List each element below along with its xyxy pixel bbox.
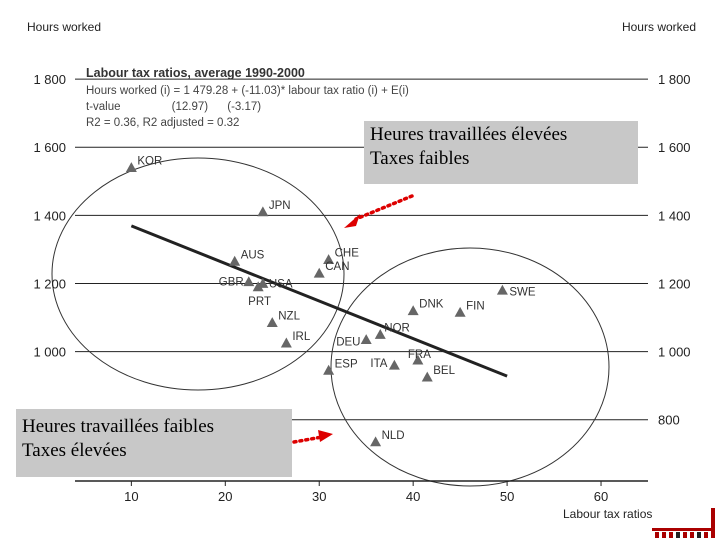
y-tick-left-1400: 1 400 xyxy=(33,208,66,223)
point-fin xyxy=(454,306,466,317)
y-tick-right-1800: 1 800 xyxy=(658,72,691,87)
point-che xyxy=(323,254,335,264)
point-bel xyxy=(421,371,433,382)
y-tick-right-1200: 1 200 xyxy=(658,276,691,291)
point-nor xyxy=(374,329,386,339)
r-squared: R2 = 0.36, R2 adjusted = 0.32 xyxy=(86,117,239,129)
point-label-nzl: NZL xyxy=(278,311,300,323)
point-label-fra: FRA xyxy=(408,349,431,361)
point-label-gbr: GBR xyxy=(219,277,244,289)
y-axis-title-left: Hours worked xyxy=(27,20,101,34)
point-nzl xyxy=(266,317,278,328)
point-dnk xyxy=(407,305,419,316)
callout-high-hours: Heures travaillées élevées Taxes faibles xyxy=(364,121,638,184)
point-aus xyxy=(229,255,241,266)
stats-box: Labour tax ratios, average 1990-2000 Hou… xyxy=(86,66,409,129)
point-irl xyxy=(280,337,292,348)
grid-lines xyxy=(75,78,648,421)
regression-line-path xyxy=(130,224,508,378)
y-tick-left-1600: 1 600 xyxy=(33,140,66,155)
y-tick-left-1000: 1 000 xyxy=(33,345,66,360)
point-deu xyxy=(360,334,372,345)
x-tick-label-30: 30 xyxy=(312,489,326,504)
point-esp xyxy=(323,364,335,375)
point-label-kor: KOR xyxy=(137,156,162,168)
arrow-low-shaft xyxy=(292,435,324,444)
arrow-high-shaft xyxy=(354,194,414,221)
high-hours-ellipse xyxy=(51,157,345,391)
y-tick-right-800: 800 xyxy=(658,413,680,428)
callout-low-line1: Heures travaillées faibles xyxy=(22,416,215,437)
point-label-can: CAN xyxy=(325,261,349,273)
point-label-irl: IRL xyxy=(292,331,311,343)
point-label-nld: NLD xyxy=(382,430,405,442)
point-jpn xyxy=(257,206,269,217)
y-tick-left-1800: 1 800 xyxy=(33,72,66,87)
annotation-ellipses xyxy=(51,157,610,487)
point-label-nor: NOR xyxy=(384,323,410,335)
point-kor xyxy=(125,162,137,173)
corner-logo xyxy=(652,508,715,538)
low-hours-ellipse xyxy=(330,247,610,487)
y-tick-right-1600: 1 600 xyxy=(658,140,691,155)
point-swe xyxy=(496,284,508,295)
point-label-swe: SWE xyxy=(509,286,536,298)
t-values: t-value (12.97) (-3.17) xyxy=(86,101,261,113)
point-label-jpn: JPN xyxy=(269,200,291,212)
point-label-prt: PRT xyxy=(248,296,271,308)
regression-line xyxy=(130,224,508,378)
point-label-che: CHE xyxy=(335,248,360,260)
callout-low-line2: Taxes élevées xyxy=(22,440,127,461)
point-can xyxy=(313,267,325,278)
arrow-low-head xyxy=(318,430,333,442)
point-label-bel: BEL xyxy=(433,365,455,377)
y-axis-title-right: Hours worked xyxy=(622,20,696,34)
x-axis-title: Labour tax ratios xyxy=(563,507,652,521)
callout-low-hours: Heures travaillées faibles Taxes élevées xyxy=(16,409,292,477)
point-label-fin: FIN xyxy=(466,300,485,312)
point-nld xyxy=(370,436,382,447)
point-fra xyxy=(412,354,424,365)
x-tick-label-20: 20 xyxy=(218,489,232,504)
point-label-aus: AUS xyxy=(241,249,265,261)
chart-title: Labour tax ratios, average 1990-2000 xyxy=(86,66,305,80)
point-label-dnk: DNK xyxy=(419,299,444,311)
x-tick-label-60: 60 xyxy=(594,489,608,504)
regression-equation: Hours worked (i) = 1 479.28 + (-11.03)* … xyxy=(86,85,409,97)
callout-high-line2: Taxes faibles xyxy=(370,148,470,169)
point-label-deu: DEU xyxy=(336,337,360,349)
point-label-esp: ESP xyxy=(335,358,358,370)
callout-arrows xyxy=(292,194,414,444)
callout-high-line1: Heures travaillées élevées xyxy=(370,124,568,145)
point-prt xyxy=(252,281,264,292)
arrow-high-head xyxy=(344,214,360,228)
y-tick-left-1200: 1 200 xyxy=(33,276,66,291)
y-tick-right-1000: 1 000 xyxy=(658,345,691,360)
point-label-ita: ITA xyxy=(370,358,387,370)
y-tick-right-1400: 1 400 xyxy=(658,208,691,223)
point-gbr xyxy=(243,276,255,287)
point-ita xyxy=(388,359,400,370)
x-tick-label-50: 50 xyxy=(500,489,514,504)
point-label-usa: USA xyxy=(269,278,293,290)
x-tick-label-40: 40 xyxy=(406,489,420,504)
x-tick-label-10: 10 xyxy=(124,489,138,504)
